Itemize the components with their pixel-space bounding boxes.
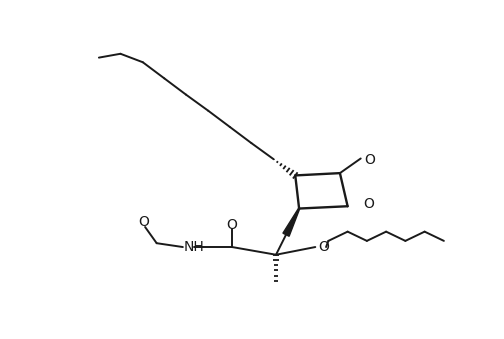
Text: O: O [138,215,149,229]
Text: O: O [227,218,237,232]
Text: NH: NH [183,240,204,254]
Text: O: O [364,153,375,167]
Text: O: O [319,240,329,254]
Text: O: O [363,197,374,211]
Polygon shape [283,208,300,236]
